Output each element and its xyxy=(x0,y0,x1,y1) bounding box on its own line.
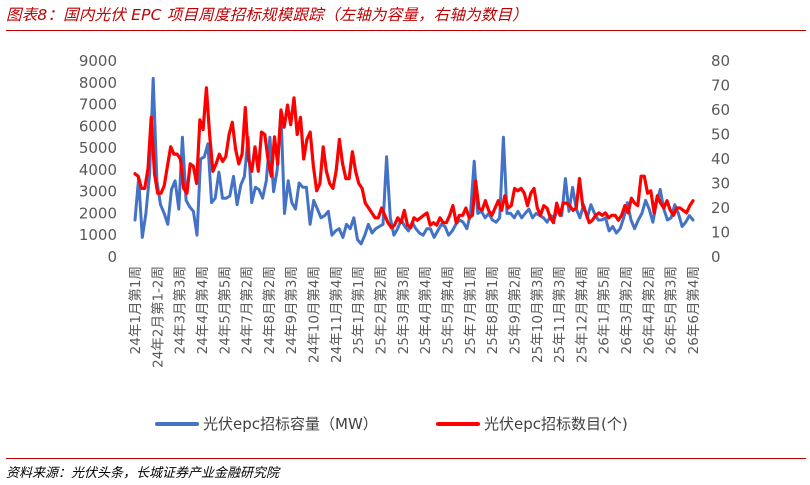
x-tick-label: 25年10月第3周 xyxy=(529,266,546,363)
right-y-tick-label: 60 xyxy=(711,101,730,119)
right-y-tick-label: 40 xyxy=(711,150,730,168)
x-tick-label: 24年9月第3周 xyxy=(283,266,300,354)
title-divider xyxy=(6,30,806,31)
x-tick-label: 26年1月第5周 xyxy=(596,266,613,354)
right-y-axis: 0 10 20 30 40 50 60 70 80 xyxy=(711,52,730,266)
x-tick-label: 26年4月第2周 xyxy=(640,266,657,354)
x-tick-label: 26年3月第2周 xyxy=(618,266,635,354)
source-note: 资料来源：光伏头条，长城证券产业金融研究院 xyxy=(6,466,280,481)
x-tick-label: 25年5月第4周 xyxy=(440,266,457,354)
right-y-tick-label: 20 xyxy=(711,199,730,217)
left-y-tick-label: 5000 xyxy=(79,139,117,157)
capacity-line xyxy=(133,76,695,246)
right-y-tick-label: 30 xyxy=(711,175,730,193)
x-tick-label: 24年10月第4周 xyxy=(306,266,323,363)
right-y-tick-label: 80 xyxy=(711,52,730,70)
x-tick-label: 25年1月第1周 xyxy=(350,266,367,354)
x-tick-label: 25年2月第2周 xyxy=(373,266,390,354)
right-y-tick-label: 70 xyxy=(711,77,730,95)
x-tick-label: 25年3月第3周 xyxy=(395,266,412,354)
x-tick-label: 24年8月第2周 xyxy=(261,266,278,354)
left-y-tick-label: 7000 xyxy=(79,96,117,114)
x-tick-label: 26年5月第3周 xyxy=(663,266,680,354)
x-tick-label: 24年4月第4周 xyxy=(194,266,211,354)
legend-label-capacity: 光伏epc招标容量（MW） xyxy=(203,415,378,433)
plot-area xyxy=(133,76,695,246)
source-divider xyxy=(6,458,806,459)
left-y-tick-label: 1000 xyxy=(79,226,117,244)
left-y-axis: 0 1000 2000 3000 4000 5000 6000 7000 8000 9000 xyxy=(79,52,117,266)
x-tick-label: 24年11月第4周 xyxy=(328,266,345,363)
legend: 光伏epc招标容量（MW） 光伏epc招标数目(个) xyxy=(155,415,628,433)
x-tick-label: 25年8月第1周 xyxy=(484,266,501,354)
x-tick-label: 24年1月第1周 xyxy=(127,266,144,354)
legend-label-count: 光伏epc招标数目(个) xyxy=(484,415,628,433)
left-y-tick-label: 8000 xyxy=(79,74,117,92)
x-tick-label: 25年4月第4周 xyxy=(417,266,434,354)
right-y-tick-label: 10 xyxy=(711,224,730,242)
x-tick-label: 25年12月第4周 xyxy=(573,266,590,363)
left-y-tick-label: 9000 xyxy=(79,52,117,70)
left-y-tick-label: 4000 xyxy=(79,161,117,179)
left-y-tick-label: 0 xyxy=(107,248,117,266)
x-tick-label: 24年5月第5周 xyxy=(216,266,233,354)
x-tick-label: 25年9月第2周 xyxy=(506,266,523,354)
x-tick-label: 25年7月第1周 xyxy=(462,266,479,354)
x-tick-label: 24年7月第2周 xyxy=(239,266,256,354)
left-y-tick-label: 6000 xyxy=(79,117,117,135)
count-line xyxy=(133,86,695,230)
x-tick-label: 24年3月第3周 xyxy=(172,266,189,354)
right-y-tick-label: 50 xyxy=(711,126,730,144)
x-axis: 24年1月第1周 24年2月第1-2周 24年3月第3周 24年4月第4周 24年5月第… xyxy=(127,266,702,368)
figure-title: 图表8：国内光伏 EPC 项目周度招标规模跟踪（左轴为容量，右轴为数目） xyxy=(6,6,528,24)
left-y-tick-label: 2000 xyxy=(79,204,117,222)
left-y-tick-label: 3000 xyxy=(79,183,117,201)
x-tick-label: 25年11月第3周 xyxy=(551,266,568,363)
chart: 0 1000 2000 3000 4000 5000 6000 7000 8000 9000 0 1… xyxy=(79,52,730,433)
right-y-tick-label: 0 xyxy=(711,248,721,266)
x-tick-label: 26年6月第4周 xyxy=(685,266,702,354)
x-tick-label: 24年2月第1-2周 xyxy=(149,266,166,368)
